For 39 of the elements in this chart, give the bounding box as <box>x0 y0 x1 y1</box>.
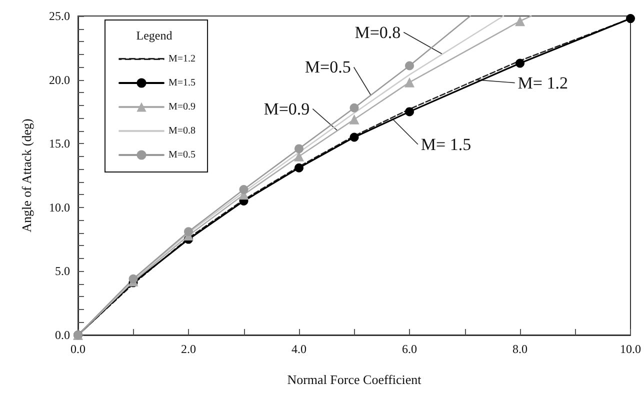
y-tick-label: 0.0 <box>55 328 70 342</box>
y-tick-label: 20.0 <box>49 72 70 87</box>
x-tick-label: 2.0 <box>181 342 196 356</box>
x-tick-label: 0.0 <box>70 342 86 356</box>
x-tick-label: 10.0 <box>620 342 641 356</box>
y-tick-label: 15.0 <box>49 136 70 151</box>
x-tick-label: 4.0 <box>292 342 306 356</box>
annotation: M=0.8 <box>354 22 401 42</box>
legend-label: M=1.2 <box>168 54 196 64</box>
point <box>239 185 248 194</box>
point <box>294 144 304 154</box>
point <box>184 227 193 236</box>
y-tick-label: 25.0 <box>49 9 70 23</box>
annotation: M=0.9 <box>264 99 310 118</box>
point <box>516 58 524 68</box>
legend-label: M=0.9 <box>168 102 196 112</box>
x-tick-label: 8.0 <box>512 342 528 356</box>
point <box>405 107 414 116</box>
y-axis-title: Angle of Attack (deg) <box>19 118 34 232</box>
annotation: M=0.5 <box>304 58 351 77</box>
point <box>349 114 360 124</box>
annotation: M= 1.2 <box>518 73 568 92</box>
x-tick-label: 6.0 <box>402 342 417 356</box>
point <box>404 77 414 88</box>
point <box>350 103 359 112</box>
annotation: M= 1.5 <box>420 134 472 154</box>
legend-title: Legend <box>136 28 172 42</box>
x-axis-title: Normal Force Coefficient <box>287 372 422 387</box>
point <box>128 274 138 284</box>
y-tick-label: 5.0 <box>55 264 70 278</box>
legend-label: M=0.8 <box>168 126 196 136</box>
point <box>350 132 359 142</box>
legend-label: M=0.5 <box>168 150 196 160</box>
point <box>294 163 304 172</box>
point <box>405 61 414 70</box>
point <box>515 16 525 26</box>
legend-label: M=1.5 <box>168 78 196 88</box>
y-tick-label: 10.0 <box>49 200 70 214</box>
point <box>626 14 635 24</box>
